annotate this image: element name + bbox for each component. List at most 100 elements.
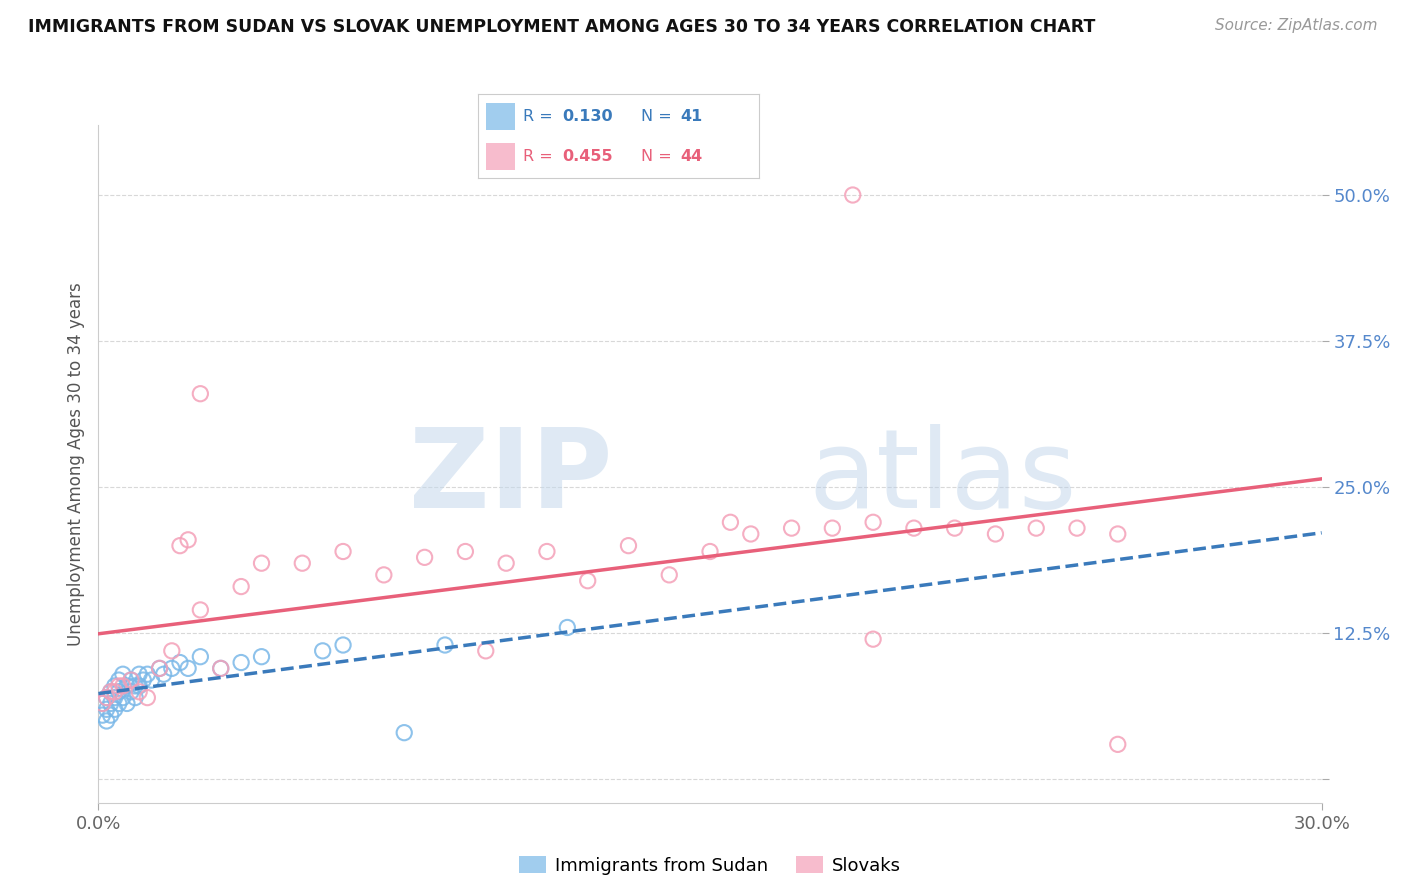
Point: [128, 685, 150, 699]
Point: [169, 539, 191, 553]
Point: [104, 702, 127, 716]
Point: [124, 679, 146, 693]
Point: [136, 690, 159, 705]
Point: [250, 649, 273, 664]
Point: [332, 638, 354, 652]
Point: [124, 690, 146, 705]
Point: [312, 644, 335, 658]
Point: [699, 544, 721, 558]
Text: 44: 44: [681, 149, 703, 164]
Point: [536, 544, 558, 558]
Point: [557, 620, 579, 634]
Point: [108, 697, 131, 711]
Point: [1025, 521, 1047, 535]
Point: [152, 667, 174, 681]
Point: [100, 685, 122, 699]
Point: [111, 690, 134, 705]
Text: R =: R =: [523, 109, 553, 124]
Point: [128, 679, 150, 693]
Point: [91, 697, 114, 711]
Point: [454, 544, 477, 558]
Point: [100, 697, 122, 711]
Point: [658, 567, 681, 582]
Point: [115, 697, 138, 711]
Point: [1107, 737, 1129, 751]
Text: ZIP: ZIP: [409, 424, 612, 531]
Point: [413, 550, 436, 565]
Text: R =: R =: [523, 149, 553, 164]
Point: [91, 697, 114, 711]
Point: [188, 649, 212, 664]
Point: [120, 673, 142, 687]
Point: [984, 527, 1007, 541]
Point: [250, 556, 273, 570]
Point: [780, 521, 803, 535]
Point: [100, 685, 122, 699]
Point: [115, 679, 138, 693]
Point: [177, 533, 200, 547]
Point: [231, 580, 253, 594]
Point: [231, 656, 253, 670]
Point: [120, 685, 142, 699]
Point: [495, 556, 517, 570]
Point: [617, 539, 640, 553]
Legend: Immigrants from Sudan, Slovaks: Immigrants from Sudan, Slovaks: [512, 849, 908, 882]
Point: [108, 673, 131, 687]
Point: [141, 673, 163, 687]
Y-axis label: Unemployment Among Ages 30 to 34 years: Unemployment Among Ages 30 to 34 years: [66, 282, 84, 646]
Text: N =: N =: [641, 149, 672, 164]
FancyBboxPatch shape: [486, 143, 515, 169]
Point: [96, 714, 118, 728]
Text: IMMIGRANTS FROM SUDAN VS SLOVAK UNEMPLOYMENT AMONG AGES 30 TO 34 YEARS CORRELATI: IMMIGRANTS FROM SUDAN VS SLOVAK UNEMPLOY…: [28, 18, 1095, 36]
Point: [943, 521, 966, 535]
Point: [104, 685, 127, 699]
Point: [100, 708, 122, 723]
Point: [862, 516, 884, 530]
Point: [96, 690, 118, 705]
Point: [188, 603, 212, 617]
Point: [740, 527, 762, 541]
Point: [474, 644, 498, 658]
Point: [291, 556, 314, 570]
Point: [128, 667, 150, 681]
Point: [169, 656, 191, 670]
Point: [108, 679, 131, 693]
Point: [188, 386, 212, 401]
Point: [209, 661, 232, 675]
Point: [96, 702, 118, 716]
Point: [104, 679, 127, 693]
Point: [1107, 527, 1129, 541]
Text: 0.455: 0.455: [562, 149, 613, 164]
FancyBboxPatch shape: [486, 103, 515, 130]
Point: [96, 690, 118, 705]
Point: [149, 661, 172, 675]
Point: [111, 679, 134, 693]
Point: [160, 644, 183, 658]
Point: [373, 567, 395, 582]
Point: [1066, 521, 1088, 535]
Point: [209, 661, 232, 675]
Text: atlas: atlas: [808, 424, 1077, 531]
Point: [136, 667, 159, 681]
Text: Source: ZipAtlas.com: Source: ZipAtlas.com: [1215, 18, 1378, 33]
Point: [149, 661, 172, 675]
Point: [332, 544, 354, 558]
Point: [903, 521, 925, 535]
Point: [434, 638, 457, 652]
Point: [120, 673, 142, 687]
Point: [132, 673, 155, 687]
Point: [392, 725, 416, 739]
Text: 0.130: 0.130: [562, 109, 613, 124]
Text: N =: N =: [641, 109, 672, 124]
Point: [821, 521, 844, 535]
Point: [111, 667, 134, 681]
Point: [177, 661, 200, 675]
Text: 41: 41: [681, 109, 703, 124]
Point: [160, 661, 183, 675]
Point: [108, 685, 131, 699]
Point: [104, 690, 127, 705]
Point: [576, 574, 599, 588]
Point: [91, 708, 114, 723]
Point: [720, 516, 742, 530]
Point: [862, 632, 884, 647]
